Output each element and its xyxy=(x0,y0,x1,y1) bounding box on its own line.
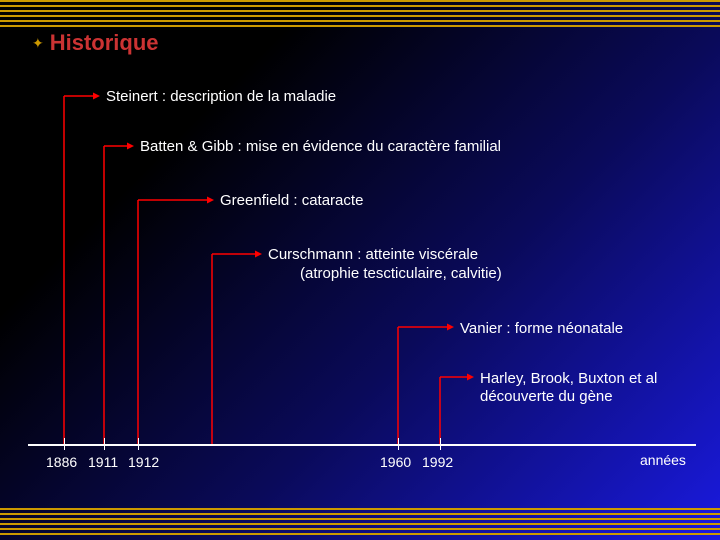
decorative-stripe xyxy=(0,528,720,530)
slide: ✦ Historique Steinert : description de l… xyxy=(0,0,720,540)
timeline-tick xyxy=(104,438,105,450)
decorative-stripe xyxy=(0,20,720,22)
title-block: ✦ Historique xyxy=(32,30,159,56)
timeline-axis xyxy=(28,444,696,446)
decorative-stripe xyxy=(0,518,720,520)
history-entry-harley-line2: découverte du gène xyxy=(480,388,613,405)
decorative-stripe xyxy=(0,523,720,525)
decorative-stripe xyxy=(0,25,720,27)
decorative-stripe xyxy=(0,533,720,535)
timeline-year-1960: 1960 xyxy=(380,454,411,470)
decorative-stripe xyxy=(0,513,720,515)
timeline-year-1912: 1912 xyxy=(128,454,159,470)
history-entry-vanier: Vanier : forme néonatale xyxy=(460,320,623,337)
decorative-stripe xyxy=(0,10,720,12)
decorative-stripe xyxy=(0,15,720,17)
history-entry-batten: Batten & Gibb : mise en évidence du cara… xyxy=(140,138,501,155)
timeline-tick xyxy=(138,438,139,450)
decorative-stripe xyxy=(0,0,720,2)
history-entry-harley: Harley, Brook, Buxton et al xyxy=(480,370,657,387)
timeline-year-1911: 1911 xyxy=(88,454,118,470)
timeline-year-1886: 1886 xyxy=(46,454,77,470)
page-title: Historique xyxy=(50,30,159,56)
timeline-axis-label: années xyxy=(640,452,686,468)
timeline-year-1992: 1992 xyxy=(422,454,453,470)
decorative-stripe xyxy=(0,508,720,510)
history-entry-steinert: Steinert : description de la maladie xyxy=(106,88,336,105)
timeline-tick xyxy=(398,438,399,450)
star-icon: ✦ xyxy=(32,36,44,50)
history-entry-curschmann-line2: (atrophie tescticulaire, calvitie) xyxy=(300,265,502,282)
history-entry-greenfield: Greenfield : cataracte xyxy=(220,192,363,209)
timeline-tick xyxy=(64,438,65,450)
timeline-tick xyxy=(440,438,441,450)
history-entry-curschmann: Curschmann : atteinte viscérale xyxy=(268,246,478,263)
decorative-stripe xyxy=(0,5,720,7)
